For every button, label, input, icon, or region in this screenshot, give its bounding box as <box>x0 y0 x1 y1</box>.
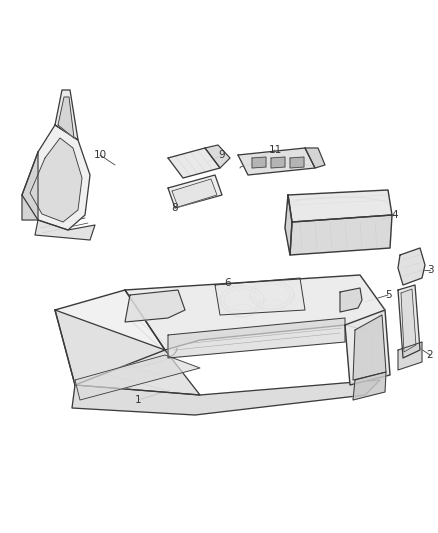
Polygon shape <box>55 90 78 140</box>
Polygon shape <box>288 190 392 222</box>
Text: 5: 5 <box>385 290 391 300</box>
Polygon shape <box>401 289 416 352</box>
Polygon shape <box>168 148 220 178</box>
Polygon shape <box>238 148 315 175</box>
Polygon shape <box>290 157 304 168</box>
Polygon shape <box>168 318 345 358</box>
Polygon shape <box>172 179 217 207</box>
Polygon shape <box>55 290 165 385</box>
Polygon shape <box>22 152 38 220</box>
Text: 11: 11 <box>268 145 282 155</box>
Polygon shape <box>125 290 185 322</box>
Polygon shape <box>398 342 422 370</box>
Text: 9: 9 <box>219 150 225 160</box>
Text: 6: 6 <box>225 278 231 288</box>
Polygon shape <box>30 138 82 222</box>
Polygon shape <box>353 315 386 380</box>
Polygon shape <box>252 157 266 168</box>
Polygon shape <box>22 125 90 230</box>
Polygon shape <box>353 372 386 400</box>
Polygon shape <box>305 148 325 168</box>
Polygon shape <box>340 288 362 312</box>
Text: 8: 8 <box>172 203 178 213</box>
Polygon shape <box>72 380 380 415</box>
Polygon shape <box>75 355 200 400</box>
Polygon shape <box>125 275 385 350</box>
Polygon shape <box>271 157 285 168</box>
Text: 1: 1 <box>135 395 141 405</box>
Polygon shape <box>345 310 390 385</box>
Polygon shape <box>35 220 95 240</box>
Polygon shape <box>290 215 392 255</box>
Text: 10: 10 <box>93 150 106 160</box>
Text: 3: 3 <box>427 265 433 275</box>
Polygon shape <box>55 310 200 395</box>
Text: 4: 4 <box>392 210 398 220</box>
Polygon shape <box>398 285 420 358</box>
Polygon shape <box>58 97 74 138</box>
Polygon shape <box>285 195 292 255</box>
Polygon shape <box>398 248 425 285</box>
Polygon shape <box>205 145 230 168</box>
Polygon shape <box>215 278 305 315</box>
Polygon shape <box>168 175 222 208</box>
Text: 2: 2 <box>427 350 433 360</box>
